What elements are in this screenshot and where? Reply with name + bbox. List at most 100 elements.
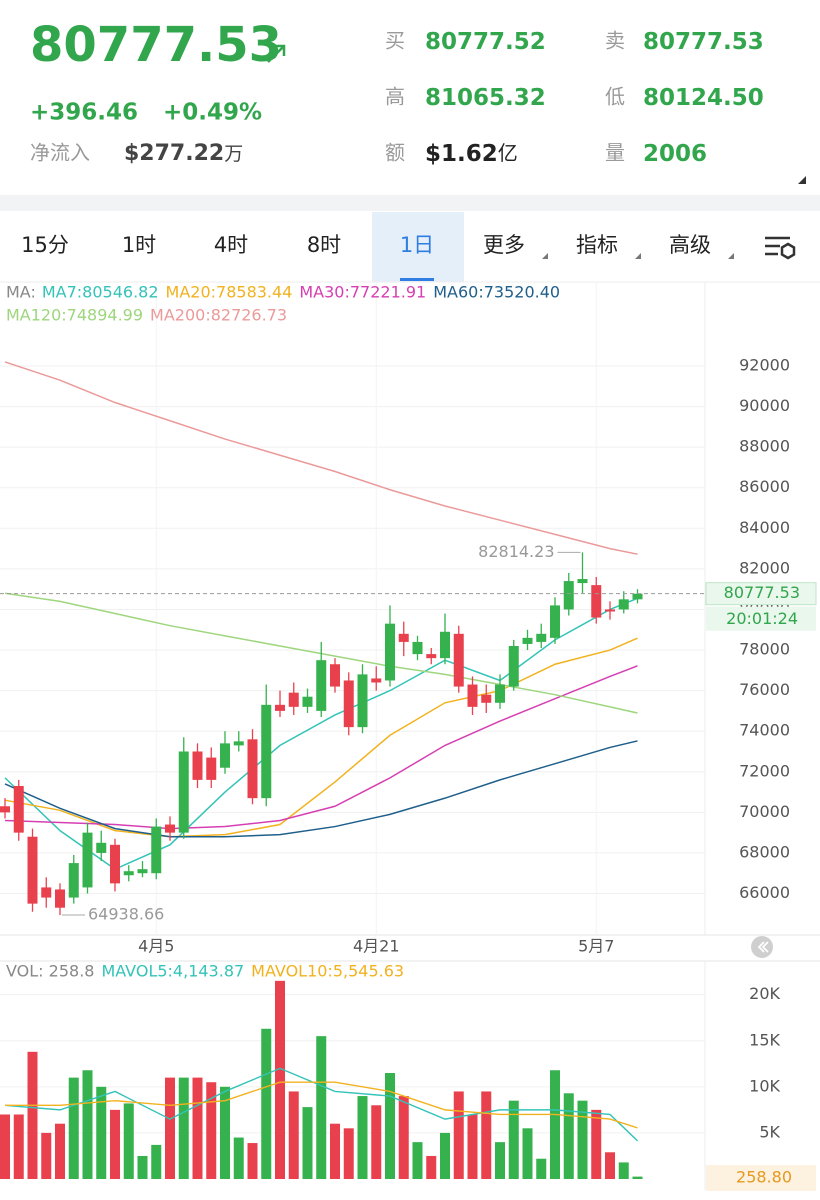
mavol-line [5,1081,638,1129]
stat-number: 81065.32 [425,85,546,111]
volume-bar [0,1114,10,1179]
volume-bar [412,1142,423,1179]
candle-body [151,826,162,874]
tab[interactable]: 指标 [576,233,618,257]
candle-body [110,844,120,884]
volume-bar [96,1086,107,1179]
y-tick-label: 86000 [739,477,790,496]
legend-item: MA7:80546.82 [42,283,159,302]
last-price-label: 80777.53 [724,583,800,602]
stat-label: 卖 [605,29,625,53]
candle-body [591,585,602,618]
tab[interactable]: 1日 [400,233,434,257]
tabs: 15分 1时 4时 8时 1日 更多 指标 高级 [21,212,734,282]
y-tick-label: 76000 [739,680,790,699]
stats: 买 80777.52 卖 80777.53 高 81065.32 低 80124.50 额 $1.… [385,29,764,167]
tab[interactable]: 更多 [483,233,525,257]
candle-body [220,743,230,768]
candle-body [481,694,492,703]
reset-button[interactable] [751,936,773,958]
ma-line [4,637,638,838]
candle-body [316,660,327,711]
y-tick-label: 68000 [739,842,790,861]
stat-label: 低 [605,85,625,109]
candle-body [68,863,79,898]
candle-body [412,641,423,655]
volume-title: VOL: 258.8 [6,962,94,981]
candle-body [508,645,519,687]
legend-item: MA200:82726.73 [150,306,287,325]
candle-body [27,836,38,904]
volume-bar [522,1128,533,1179]
price-chart: 6600068000700007200074000760007800080000… [0,282,817,956]
stat-unit: 亿 [498,141,518,165]
candle-body [371,678,382,683]
y-tick-label: 15K [749,1030,780,1049]
candle-body [632,593,643,600]
tab[interactable]: 4时 [214,233,248,257]
candle-body [41,887,52,898]
volume-bar [632,1176,643,1179]
stat-number: 80777.52 [425,29,546,55]
volume-bar [577,1100,588,1179]
volume-bar [330,1123,340,1179]
tab[interactable]: 高级 [669,233,711,257]
volume-bar [550,1070,560,1179]
volume-bar [27,1051,38,1179]
tab[interactable]: 15分 [21,233,69,257]
candle-body [55,889,65,908]
volume-label-box [706,1165,816,1191]
countdown: 20:01:24 [726,609,798,628]
candle-body [288,692,299,707]
tab[interactable]: 1时 [122,233,156,257]
stat-number: 2006 [643,141,707,167]
ma-line [4,740,638,838]
settings-icon[interactable] [765,236,796,260]
volume-bar [55,1123,65,1179]
volume-bar [316,1036,327,1179]
legend-item: MA120:74894.99 [6,306,143,325]
last-price-box [705,582,817,606]
volume-bar [495,1142,505,1179]
candle-body [440,631,450,659]
netflow-value: $277.22 [124,141,224,166]
candle-body [357,674,368,728]
candle-body [343,680,354,728]
tab[interactable]: 8时 [307,233,341,257]
stat-number: $1.62 [425,141,498,167]
stat-value: 80777.52 [425,29,546,55]
candle-body [605,609,615,612]
volume-bar [13,1114,24,1179]
volume-bar [110,1109,120,1179]
volume-bar [385,1073,395,1179]
candle-body [178,751,189,833]
max-label: 82814.23 [478,542,554,561]
legend-item: MAVOL5:4,143.87 [101,962,244,981]
change-pct: +0.49% [163,100,262,126]
ma-line [4,592,638,714]
candle-body [618,599,629,610]
y-tick-label: 84000 [739,518,790,537]
volume-bar [275,980,285,1179]
up-arrow [267,44,286,63]
y-tick-label: 82000 [739,558,790,577]
candle-body [563,581,574,610]
netflow-unit: 万 [224,143,243,165]
volume-bar [233,1137,244,1179]
candle-body [467,684,478,707]
candle-body [577,579,588,584]
candle-body [137,869,148,874]
volume-bar [288,1091,299,1179]
candle-body [550,605,560,638]
price: 80777.53 [30,17,282,73]
y-tick-label: 90000 [739,396,790,415]
active-tab-underline [400,278,434,281]
volume-bar [357,1096,368,1179]
stat-label: 高 [385,85,405,109]
volume-bar [467,1114,478,1179]
stat-number: 80124.50 [643,85,764,111]
icon-lines [765,236,790,256]
tab-dropdown [728,253,734,259]
volume-bar [220,1086,230,1179]
stat-value: 80124.50 [643,85,764,111]
